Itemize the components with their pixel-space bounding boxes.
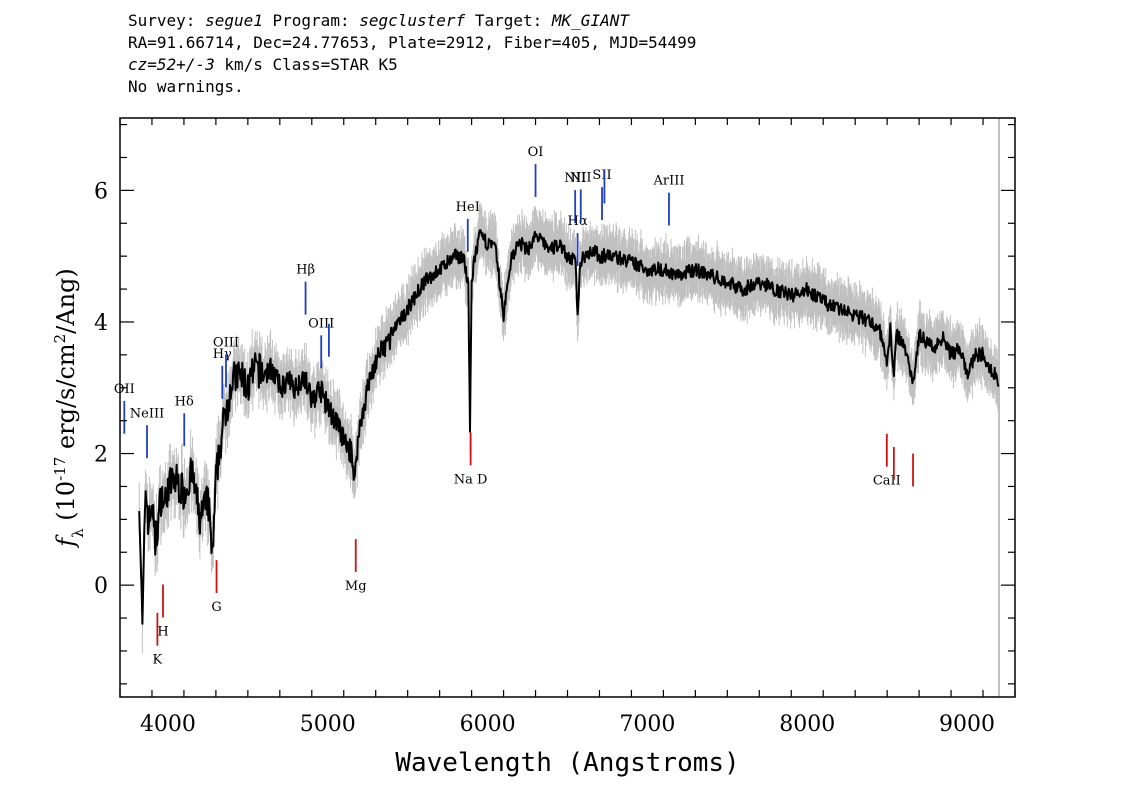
axes: 4000 5000 6000 7000 8000 9000 0 2 4 6 [94,117,1016,737]
header-redshift-line: cz=52+/-3 km/s Class=STAR K5 [128,54,696,76]
emission-line-label: NII [564,171,586,186]
x-tick-label: 4000 [140,712,196,737]
emission-line-label: Hδ [175,394,194,409]
y-tick-label: 4 [94,311,108,336]
x-tick-label: 5000 [300,712,356,737]
x-tick-label: 6000 [460,712,516,737]
emission-line-label: OI [528,145,544,160]
target-value: MK_GIANT [551,11,629,30]
x-tick-label: 8000 [779,712,835,737]
header-survey-line: Survey: segue1 Program: segclusterf Targ… [128,10,696,32]
emission-line-label: NeIII [130,406,164,421]
header-coords-line: RA=91.66714, Dec=24.77653, Plate=2912, F… [128,33,697,52]
emission-line-label: OIII [213,335,239,350]
emission-line-label: HeI [456,200,480,215]
emission-line-label: Hβ [296,263,315,278]
absorption-line-label: G [211,600,221,615]
absorption-line-label: K [153,653,163,668]
redshift-value: cz=52+/-3 [128,55,215,74]
emission-line-label: OIII [308,316,334,331]
class-value: km/s Class=STAR K5 [214,55,398,74]
x-axis-title: Wavelength (Angstroms) [395,748,739,778]
absorption-line-label: Na D [454,472,488,487]
emission-line-label: ArIII [652,174,684,189]
absorption-line-label: H [157,624,168,639]
emission-line-label: OII [114,382,135,397]
survey-value: segue1 [205,11,263,30]
program-value: segclusterf [359,11,466,30]
absorption-line-label: CaII [873,474,901,489]
flux-line [138,229,1000,625]
spectrum-header: Survey: segue1 Program: segclusterf Targ… [128,10,696,98]
emission-line-label: SII [592,168,611,183]
emission-line-label: Hγ [213,347,232,362]
y-tick-label: 6 [94,179,108,204]
x-tick-label: 9000 [939,712,995,737]
survey-label: Survey: [128,11,196,30]
program-label: Program: [272,11,350,30]
absorption-line-label: Mg [345,579,367,594]
header-warnings-line: No warnings. [128,77,244,96]
emission-line-label: Hα [568,214,588,229]
plot-frame [119,117,1016,698]
y-axis-title: fλ (10-17 erg/s/cm2/Ang) [51,268,87,549]
error-band [138,118,1001,697]
x-tick-label: 7000 [619,712,675,737]
y-tick-label: 2 [94,443,108,468]
y-tick-label: 0 [94,574,108,599]
emission-line-label: NII [570,170,592,185]
flux-series [138,229,1000,625]
target-label: Target: [474,11,543,30]
